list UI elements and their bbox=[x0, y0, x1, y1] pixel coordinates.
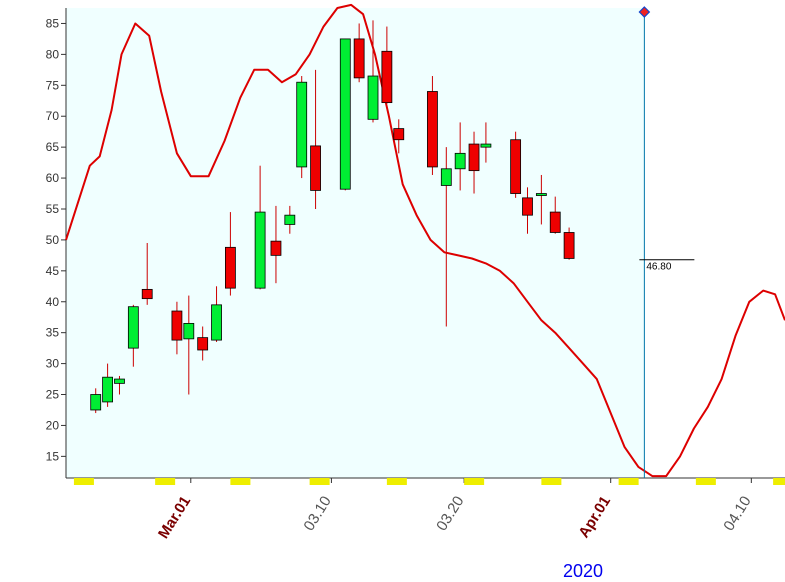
y-tick-label: 20 bbox=[46, 418, 60, 432]
candle-body bbox=[284, 214, 296, 225]
weekend-marker bbox=[541, 478, 562, 485]
wave-line bbox=[65, 3, 785, 478]
y-tick-label: 85 bbox=[46, 16, 60, 30]
y-tick-label: 80 bbox=[46, 47, 60, 61]
cursor-layer: 46.80 bbox=[638, 6, 695, 478]
cursor-diamond-icon bbox=[638, 6, 651, 18]
candles-layer bbox=[90, 20, 575, 414]
plot-area bbox=[66, 8, 645, 478]
candle-body bbox=[427, 91, 438, 168]
candle-body bbox=[468, 143, 480, 172]
candle-body bbox=[535, 193, 547, 196]
weekend-markers bbox=[73, 478, 785, 485]
weekend-marker bbox=[695, 478, 716, 485]
candle-body bbox=[339, 38, 351, 190]
candle-body bbox=[510, 139, 522, 194]
candle-body bbox=[270, 240, 282, 256]
candle-body bbox=[211, 304, 222, 341]
candle-body bbox=[141, 288, 153, 300]
candle-body bbox=[296, 81, 308, 168]
candle-body bbox=[353, 38, 365, 79]
y-tick-label: 45 bbox=[46, 264, 60, 278]
y-tick-label: 25 bbox=[46, 388, 60, 402]
candle-body bbox=[381, 50, 393, 104]
candle-body bbox=[480, 143, 492, 148]
y-tick-label: 60 bbox=[46, 171, 60, 185]
candle-body bbox=[440, 168, 452, 186]
candle-body bbox=[183, 322, 195, 340]
y-tick-label: 40 bbox=[46, 295, 60, 309]
x-tick-label: 03.20 bbox=[433, 493, 467, 534]
candle-body bbox=[522, 197, 533, 216]
candle-body bbox=[454, 152, 466, 170]
candle-body bbox=[114, 378, 125, 384]
y-tick-label: 70 bbox=[46, 109, 60, 123]
y-tick-label: 65 bbox=[46, 140, 60, 154]
y-axis: 15 20 25 30 35 40 45 50 55 60 65 70 75 80 85 bbox=[46, 8, 67, 478]
y-tick-label: 55 bbox=[46, 202, 60, 216]
candle-body bbox=[90, 394, 102, 411]
weekend-marker bbox=[464, 478, 485, 485]
x-tick-label: Apr.01 bbox=[575, 493, 614, 541]
candle-body bbox=[254, 211, 266, 289]
x-tick-label: 04.10 bbox=[720, 493, 754, 534]
candle-body bbox=[549, 211, 561, 233]
y-tick-label: 75 bbox=[46, 78, 60, 92]
candle-body bbox=[367, 75, 379, 120]
wave-line-layer bbox=[65, 3, 785, 478]
year-label: 2020 bbox=[563, 561, 603, 581]
y-tick-label: 35 bbox=[46, 326, 60, 340]
last-value-label: 46.80 bbox=[646, 262, 671, 273]
candle-body bbox=[197, 337, 209, 351]
weekend-marker bbox=[73, 478, 94, 485]
x-tick-label: 03.10 bbox=[300, 493, 334, 534]
candle-body bbox=[171, 310, 183, 341]
weekend-marker bbox=[386, 478, 407, 485]
weekend-marker bbox=[618, 478, 639, 485]
weekend-marker bbox=[155, 478, 176, 485]
x-tick-label: Mar.01 bbox=[155, 493, 194, 542]
candle-body bbox=[563, 232, 575, 259]
weekend-marker bbox=[773, 478, 785, 485]
candle-body bbox=[127, 306, 139, 349]
weekend-marker bbox=[230, 478, 251, 485]
candle-body bbox=[102, 376, 113, 403]
y-tick-label: 50 bbox=[46, 233, 60, 247]
y-tick-label: 15 bbox=[46, 449, 60, 463]
y-tick-label: 30 bbox=[46, 357, 60, 371]
weekend-marker bbox=[309, 478, 330, 485]
candle-body bbox=[310, 145, 321, 191]
candle-body bbox=[224, 246, 236, 289]
candle-body bbox=[393, 128, 405, 141]
